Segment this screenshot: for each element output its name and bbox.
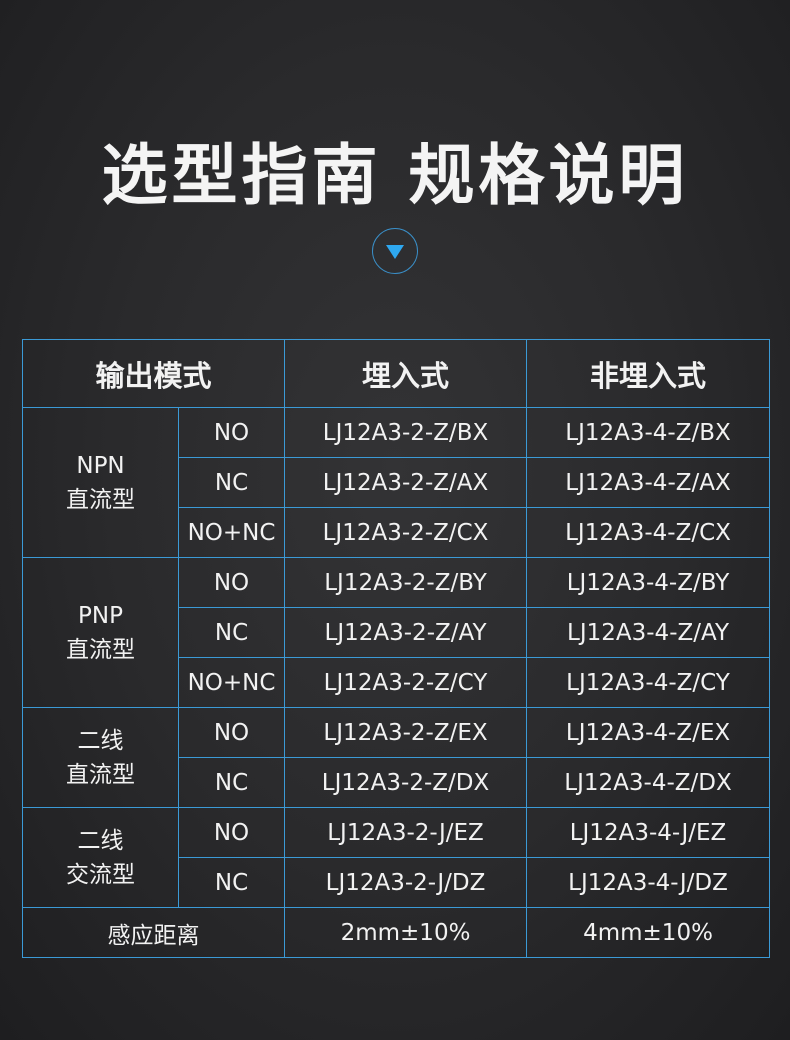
spec-table: 输出模式 埋入式 非埋入式 NPN 直流型 NO LJ12A3-2-Z/BX LJ12A…	[21, 339, 771, 958]
group-label: 二线 直流型	[22, 707, 179, 808]
output-type: NO	[177, 807, 286, 858]
output-type: NO	[177, 407, 286, 458]
non-embedded-model: LJ12A3-4-Z/EX	[526, 707, 771, 758]
embedded-distance: 2mm±10%	[284, 907, 528, 958]
non-embedded-model: LJ12A3-4-Z/AY	[526, 607, 771, 658]
non-embedded-model: LJ12A3-4-Z/BX	[526, 407, 771, 458]
non-embedded-model: LJ12A3-4-J/EZ	[526, 807, 771, 858]
group-line2: 交流型	[66, 861, 135, 888]
group-line1: PNP	[78, 602, 123, 629]
non-embedded-model: LJ12A3-4-Z/BY	[526, 557, 771, 608]
group-label: PNP 直流型	[22, 557, 179, 708]
output-type: NC	[177, 757, 286, 808]
group-line1: 二线	[77, 827, 124, 854]
non-embedded-model: LJ12A3-4-Z/CY	[526, 657, 771, 708]
group-line1: NPN	[76, 452, 125, 479]
embedded-model: LJ12A3-2-Z/BY	[284, 557, 528, 608]
table-row: PNP 直流型 NO LJ12A3-2-Z/BY LJ12A3-4-Z/BY	[22, 557, 771, 708]
group-label: NPN 直流型	[22, 407, 179, 558]
group-line2: 直流型	[66, 761, 135, 788]
sensing-distance-label: 感应距离	[21, 907, 286, 958]
header-mode: 输出模式	[21, 339, 286, 408]
output-type: NO+NC	[177, 657, 286, 708]
non-embedded-model: LJ12A3-4-Z/DX	[526, 757, 771, 808]
group-line2: 直流型	[66, 486, 135, 513]
table-row: NC LJ12A3-2-Z/DX LJ12A3-4-Z/DX	[23, 757, 771, 808]
output-type: NO+NC	[177, 507, 286, 558]
output-type: NC	[177, 857, 286, 908]
footer-row: 感应距离 2mm±10% 4mm±10%	[21, 907, 771, 958]
non-embedded-model: LJ12A3-4-J/DZ	[526, 857, 771, 908]
embedded-model: LJ12A3-2-Z/CY	[284, 657, 528, 708]
non-embedded-model: LJ12A3-4-Z/AX	[526, 457, 771, 508]
table-row: 二线 直流型 NO LJ12A3-2-Z/EX LJ12A3-4-Z/EX	[22, 707, 771, 808]
header-embedded: 埋入式	[284, 339, 528, 408]
table-row: NPN 直流型 NO LJ12A3-2-Z/BX LJ12A3-4-Z/BX	[22, 407, 771, 558]
embedded-model: LJ12A3-2-Z/AX	[284, 457, 528, 508]
header-row: 输出模式 埋入式 非埋入式	[21, 339, 771, 408]
table-row: NO+NC LJ12A3-2-Z/CY LJ12A3-4-Z/CY	[23, 657, 771, 708]
group-label: 二线 交流型	[22, 807, 179, 908]
down-arrow-icon	[372, 228, 418, 274]
table-row: NC LJ12A3-2-Z/AY LJ12A3-4-Z/AY	[23, 607, 771, 658]
embedded-model: LJ12A3-2-Z/EX	[284, 707, 528, 758]
embedded-model: LJ12A3-2-Z/AY	[284, 607, 528, 658]
page-title: 选型指南 规格说明	[101, 137, 689, 214]
table-row: 二线 交流型 NO LJ12A3-2-J/EZ LJ12A3-4-J/EZ	[22, 807, 771, 908]
embedded-model: LJ12A3-2-Z/CX	[284, 507, 528, 558]
embedded-model: LJ12A3-2-J/DZ	[284, 857, 528, 908]
table-row: NC LJ12A3-2-J/DZ LJ12A3-4-J/DZ	[23, 857, 771, 908]
output-type: NC	[177, 457, 286, 508]
output-type: NC	[177, 607, 286, 658]
embedded-model: LJ12A3-2-J/EZ	[284, 807, 528, 858]
output-type: NO	[177, 707, 286, 758]
group-line2: 直流型	[66, 636, 135, 663]
group-line1: 二线	[77, 727, 124, 754]
embedded-model: LJ12A3-2-Z/DX	[284, 757, 528, 808]
embedded-model: LJ12A3-2-Z/BX	[284, 407, 528, 458]
output-type: NO	[177, 557, 286, 608]
non-embedded-distance: 4mm±10%	[526, 907, 771, 958]
header-non-embedded: 非埋入式	[526, 339, 771, 408]
non-embedded-model: LJ12A3-4-Z/CX	[526, 507, 771, 558]
table-row: NC LJ12A3-2-Z/AX LJ12A3-4-Z/AX	[23, 457, 771, 508]
